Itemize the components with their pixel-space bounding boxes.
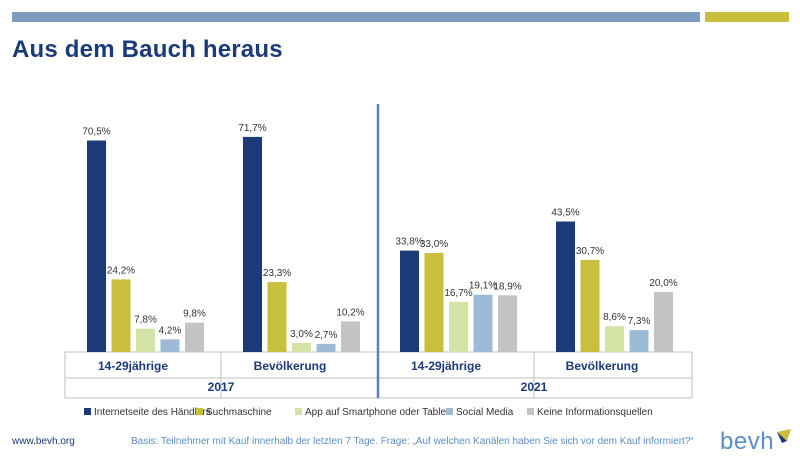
year-label: 2017 xyxy=(208,380,235,394)
data-label: 70,5% xyxy=(82,127,110,138)
legend-swatch xyxy=(446,408,453,415)
bar xyxy=(605,326,624,352)
legend-swatch xyxy=(295,408,302,415)
bar xyxy=(400,250,419,352)
bar xyxy=(424,253,444,352)
bar xyxy=(316,343,336,352)
category-label: Bevölkerung xyxy=(254,359,327,373)
footer-note: Basis: Teilnehmer mit Kauf innerhalb der… xyxy=(131,436,694,447)
legend-label: App auf Smartphone oder Tablet xyxy=(305,407,449,418)
data-label: 10,2% xyxy=(336,307,364,318)
bar xyxy=(87,140,106,352)
bar xyxy=(654,292,673,352)
legend-label: Suchmaschine xyxy=(206,407,272,418)
data-label: 9,8% xyxy=(183,309,206,320)
bar xyxy=(160,339,180,352)
data-label: 19,1% xyxy=(469,281,497,292)
page-title: Aus dem Bauch heraus xyxy=(12,36,283,63)
legend-swatch xyxy=(527,408,534,415)
bar xyxy=(629,330,649,352)
category-label: 14-29jährige xyxy=(98,359,168,373)
year-label: 2021 xyxy=(521,380,548,394)
footer-url[interactable]: www.bevh.org xyxy=(12,436,75,447)
bar xyxy=(292,343,311,352)
top-bar-yellow xyxy=(705,12,789,22)
bar xyxy=(267,282,287,352)
top-bar-blue xyxy=(12,12,700,22)
bevh-logo: bevh xyxy=(720,428,775,455)
bar xyxy=(556,221,575,352)
category-label: 14-29jährige xyxy=(411,359,481,373)
bar xyxy=(341,321,360,352)
bar xyxy=(111,279,131,352)
data-label: 71,7% xyxy=(238,123,266,134)
data-label: 7,8% xyxy=(134,315,157,326)
legend-label: Internetseite des Händlers xyxy=(94,407,211,418)
data-label: 33,0% xyxy=(420,239,448,250)
data-label: 4,2% xyxy=(159,325,182,336)
legend-label: Keine Informationsquellen xyxy=(537,407,653,418)
data-label: 7,3% xyxy=(628,316,651,327)
data-label: 30,7% xyxy=(576,246,604,257)
data-label: 18,9% xyxy=(493,281,521,292)
data-label: 2,7% xyxy=(315,330,338,341)
data-label: 16,7% xyxy=(444,288,472,299)
data-label: 24,2% xyxy=(107,265,135,276)
data-label: 3,0% xyxy=(290,329,313,340)
category-label: Bevölkerung xyxy=(566,359,639,373)
bar xyxy=(185,322,204,352)
data-label: 23,3% xyxy=(263,268,291,279)
legend-swatch xyxy=(84,408,91,415)
bar xyxy=(498,295,517,352)
bar xyxy=(449,301,468,352)
bar xyxy=(580,259,600,352)
bar xyxy=(136,328,155,352)
bar-chart: 70,5% 71,7% 33,8% 43,5% 24,2% 23,3% 33,0% 30,7%… xyxy=(64,104,693,418)
data-label: 8,6% xyxy=(603,312,626,323)
bar xyxy=(473,294,493,352)
data-label: 33,8% xyxy=(395,237,423,248)
legend-label: Social Media xyxy=(456,407,514,418)
bar xyxy=(243,136,262,352)
logo-mark-icon xyxy=(777,429,791,443)
data-label: 43,5% xyxy=(551,208,579,219)
data-label: 20,0% xyxy=(649,278,677,289)
legend-swatch xyxy=(196,408,203,415)
